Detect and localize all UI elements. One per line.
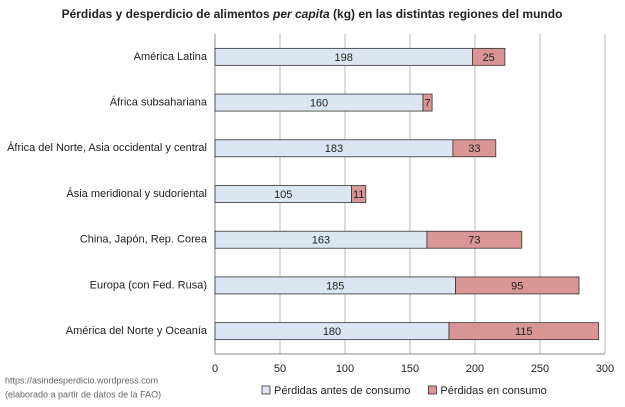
x-tick-label: 100 bbox=[336, 363, 354, 375]
data-label: 183 bbox=[325, 143, 343, 155]
legend-label: Pérdidas antes de consumo bbox=[274, 385, 410, 397]
bar-segment bbox=[448, 322, 599, 341]
title-part: Pérdidas y desperdicio de alimentos bbox=[62, 7, 273, 21]
data-label: 160 bbox=[310, 97, 328, 109]
data-label: 25 bbox=[483, 52, 495, 64]
data-label: 7 bbox=[424, 97, 430, 109]
bar-segment bbox=[455, 276, 580, 295]
x-tick-label: 200 bbox=[466, 363, 484, 375]
title-part: per capita bbox=[272, 7, 330, 21]
legend-swatch bbox=[261, 385, 271, 395]
title-part: (kg) en las distintas regiones del mundo bbox=[330, 7, 563, 21]
bar-segment bbox=[422, 93, 433, 112]
y-tick-label: América Latina bbox=[134, 51, 208, 63]
x-tick-label: 0 bbox=[212, 363, 218, 375]
legend-swatch bbox=[427, 385, 437, 395]
data-label: 95 bbox=[511, 280, 523, 292]
data-label: 105 bbox=[274, 189, 292, 201]
source: https://asindesperdicio.wordpress.com bbox=[5, 375, 158, 385]
data-label: 11 bbox=[353, 189, 364, 201]
y-tick-label: África del Norte, Asia occidental y cent… bbox=[7, 141, 207, 154]
x-tick-label: 250 bbox=[531, 363, 549, 375]
y-tick-label: Ásia meridional y sudoriental bbox=[66, 187, 207, 200]
data-label: 73 bbox=[468, 235, 480, 247]
bar-segment bbox=[452, 139, 497, 158]
y-tick-label: Europa (con Fed. Rusa) bbox=[90, 279, 207, 291]
bar-segment bbox=[471, 47, 506, 66]
x-tick-label: 300 bbox=[596, 363, 614, 375]
source: (elaborado a partir de datos de la FAO) bbox=[5, 389, 161, 399]
data-label: 198 bbox=[335, 52, 353, 64]
x-tick-label: 50 bbox=[274, 363, 286, 375]
data-label: 163 bbox=[312, 235, 330, 247]
bar-segment bbox=[426, 230, 523, 249]
chart-title: Pérdidas y desperdicio de alimentos per … bbox=[62, 7, 563, 21]
data-label: 185 bbox=[326, 280, 344, 292]
bar-segment bbox=[351, 185, 367, 203]
data-label: 180 bbox=[323, 326, 341, 338]
data-label: 33 bbox=[468, 143, 480, 155]
x-tick-label: 150 bbox=[401, 363, 419, 375]
legend-label: Pérdidas en consumo bbox=[440, 385, 546, 397]
y-tick-label: China, Japón, Rep. Corea bbox=[80, 234, 208, 246]
y-tick-label: África subsahariana bbox=[110, 95, 208, 108]
y-tick-label: América del Norte y Oceanía bbox=[66, 325, 208, 337]
data-label: 115 bbox=[515, 326, 533, 338]
